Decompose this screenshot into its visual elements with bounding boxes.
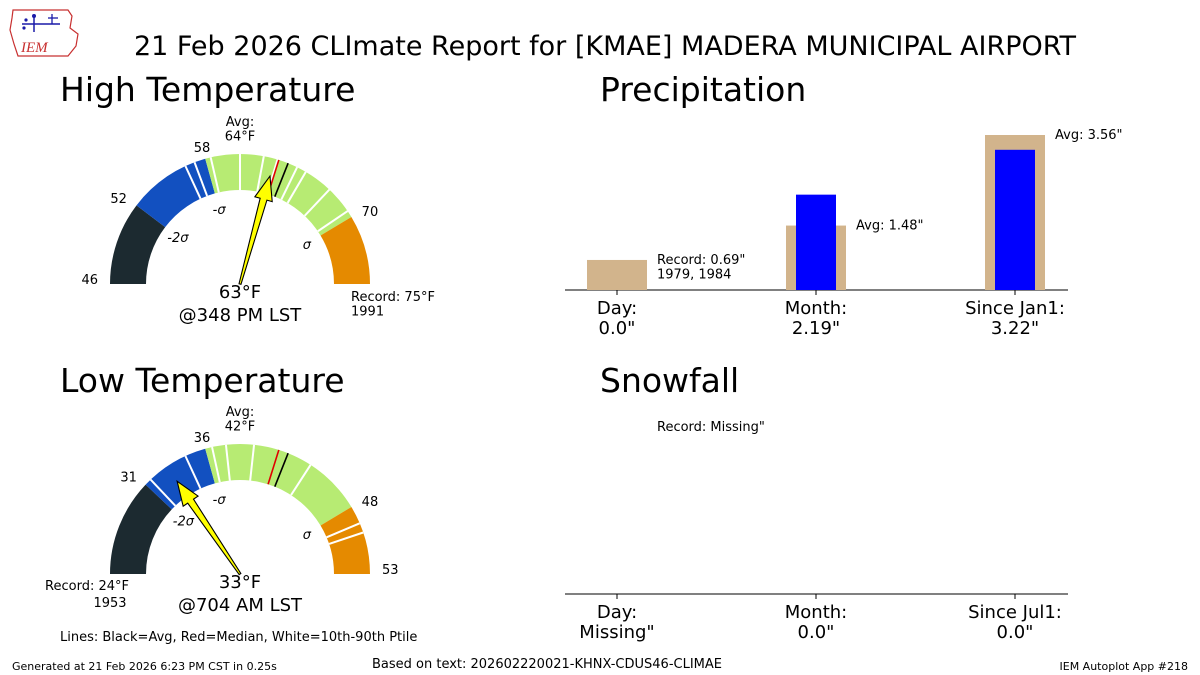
percentile-line bbox=[224, 444, 231, 481]
category-label: Since Jul1: bbox=[968, 602, 1062, 623]
percentile-line bbox=[286, 171, 307, 204]
percentile-line bbox=[317, 210, 349, 233]
bar-annotation: 1979, 1984 bbox=[657, 268, 731, 283]
sigma-label: -2σ bbox=[173, 514, 195, 529]
percentile-line bbox=[326, 522, 361, 539]
gauge-record-label: Record: 24°F bbox=[45, 579, 129, 594]
avg-bar bbox=[587, 259, 647, 290]
gauge-value: 33°F bbox=[219, 572, 261, 593]
gauge-band bbox=[110, 484, 172, 574]
sigma-label: -σ bbox=[213, 493, 227, 508]
percentile-line bbox=[290, 464, 312, 496]
iowa-outline-icon bbox=[9, 9, 79, 57]
category-label: Day: bbox=[597, 602, 637, 623]
category-label: 3.22" bbox=[991, 318, 1039, 339]
percentile-line bbox=[256, 156, 265, 192]
precip-title: Precipitation bbox=[600, 70, 806, 109]
gauge-tick-label: 53 bbox=[382, 563, 399, 578]
category-label: Day: bbox=[597, 298, 637, 319]
logo-text: IEM bbox=[20, 40, 49, 56]
percentile-line bbox=[328, 531, 364, 545]
category-label: 0.0" bbox=[798, 622, 835, 643]
app-id: IEM Autoplot App #218 bbox=[1060, 660, 1189, 673]
gauge-avg-label: 42°F bbox=[225, 420, 256, 435]
percentile-line bbox=[249, 444, 256, 481]
sigma-label: σ bbox=[303, 238, 312, 253]
gauge-record-label: Record: 75°F bbox=[351, 290, 435, 305]
gauge-needle bbox=[176, 480, 242, 576]
category-label: 0.0" bbox=[599, 318, 636, 339]
bar-annotation: Avg: 1.48" bbox=[856, 219, 924, 234]
gauge-avg-label: 64°F bbox=[225, 130, 256, 145]
category-label: 2.19" bbox=[792, 318, 840, 339]
gauge-band bbox=[136, 158, 215, 228]
gauge-value: 63°F bbox=[219, 282, 261, 303]
category-label: Since Jan1: bbox=[965, 298, 1065, 319]
iem-logo: IEM bbox=[9, 9, 79, 57]
generated-timestamp: Generated at 21 Feb 2026 6:23 PM CST in … bbox=[12, 660, 277, 673]
gauge-tick-label: 31 bbox=[120, 470, 137, 485]
percentile-line bbox=[184, 165, 202, 200]
category-label: Month: bbox=[785, 602, 847, 623]
page-title: 21 Feb 2026 CLImate Report for [KMAE] MA… bbox=[134, 31, 1077, 62]
low-temp-gauge: 31 36 48 53 -2σ -σ σ Avg:42°F 33°F@704 AM LST Rec… bbox=[45, 405, 399, 616]
source-text: Based on text: 202602220021-KHNX-CDUS46-… bbox=[372, 657, 722, 672]
percentile-line bbox=[209, 157, 220, 193]
gauge-band bbox=[320, 216, 370, 284]
gauge-record-label: 1991 bbox=[351, 305, 384, 320]
gauge-band bbox=[205, 444, 352, 526]
gauge-tick-label: 36 bbox=[194, 431, 211, 446]
percentile-line bbox=[184, 455, 202, 490]
observed-bar bbox=[796, 194, 836, 290]
gauge-time: @348 PM LST bbox=[179, 305, 303, 326]
bar-annotation: Avg: 3.56" bbox=[1055, 128, 1123, 143]
percentile-line bbox=[303, 188, 331, 217]
percentile-line bbox=[211, 446, 221, 483]
snowfall-bar-chart: Day:Missing"Record: Missing"Month:0.0"Si… bbox=[565, 420, 1068, 643]
gauge-band bbox=[110, 205, 166, 284]
gauge-avg-label: Avg: bbox=[226, 115, 254, 130]
gauge-needle bbox=[238, 174, 273, 285]
gauge-band bbox=[145, 448, 215, 510]
gauge-time: @704 AM LST bbox=[178, 595, 303, 616]
sigma-label: σ bbox=[303, 528, 312, 543]
high-temp-title: High Temperature bbox=[60, 70, 355, 109]
gauge-tick-label: 58 bbox=[194, 141, 211, 156]
bar-annotation: Record: Missing" bbox=[657, 420, 765, 435]
low-temp-title: Low Temperature bbox=[60, 361, 345, 400]
bar-annotation: Record: 0.69" bbox=[657, 253, 745, 268]
median-line bbox=[267, 449, 280, 485]
gauge-tick-label: 52 bbox=[110, 192, 127, 207]
sigma-label: -σ bbox=[213, 203, 227, 218]
gauge-tick-label: 70 bbox=[362, 205, 379, 220]
gauge-avg-label: Avg: bbox=[226, 405, 254, 420]
percentile-line bbox=[149, 478, 177, 507]
gauge-tick-label: 48 bbox=[362, 495, 379, 510]
gauge-record-year: 1953 bbox=[93, 596, 126, 611]
snowfall-title: Snowfall bbox=[600, 361, 739, 400]
category-label: 0.0" bbox=[997, 622, 1034, 643]
average-line bbox=[274, 162, 289, 197]
percentile-line bbox=[193, 161, 209, 197]
sigma-label: -2σ bbox=[167, 231, 189, 246]
observed-bar bbox=[995, 149, 1035, 290]
category-label: Month: bbox=[785, 298, 847, 319]
gauge-tick-label: 46 bbox=[81, 273, 98, 288]
category-label: Missing" bbox=[579, 622, 654, 643]
precip-bar-chart: Day:0.0" Record: 0.69"1979, 1984 Month:2.1… bbox=[565, 128, 1123, 339]
average-line bbox=[274, 452, 289, 487]
gauge-band bbox=[205, 154, 352, 236]
percentile-line bbox=[280, 166, 299, 201]
lines-legend-note: Lines: Black=Avg, Red=Median, White=10th… bbox=[60, 630, 417, 645]
high-temp-gauge: 46 52 58 70 -2σ -σ σ Avg:64°F 63°F@348 PM LST Rec… bbox=[81, 115, 435, 326]
